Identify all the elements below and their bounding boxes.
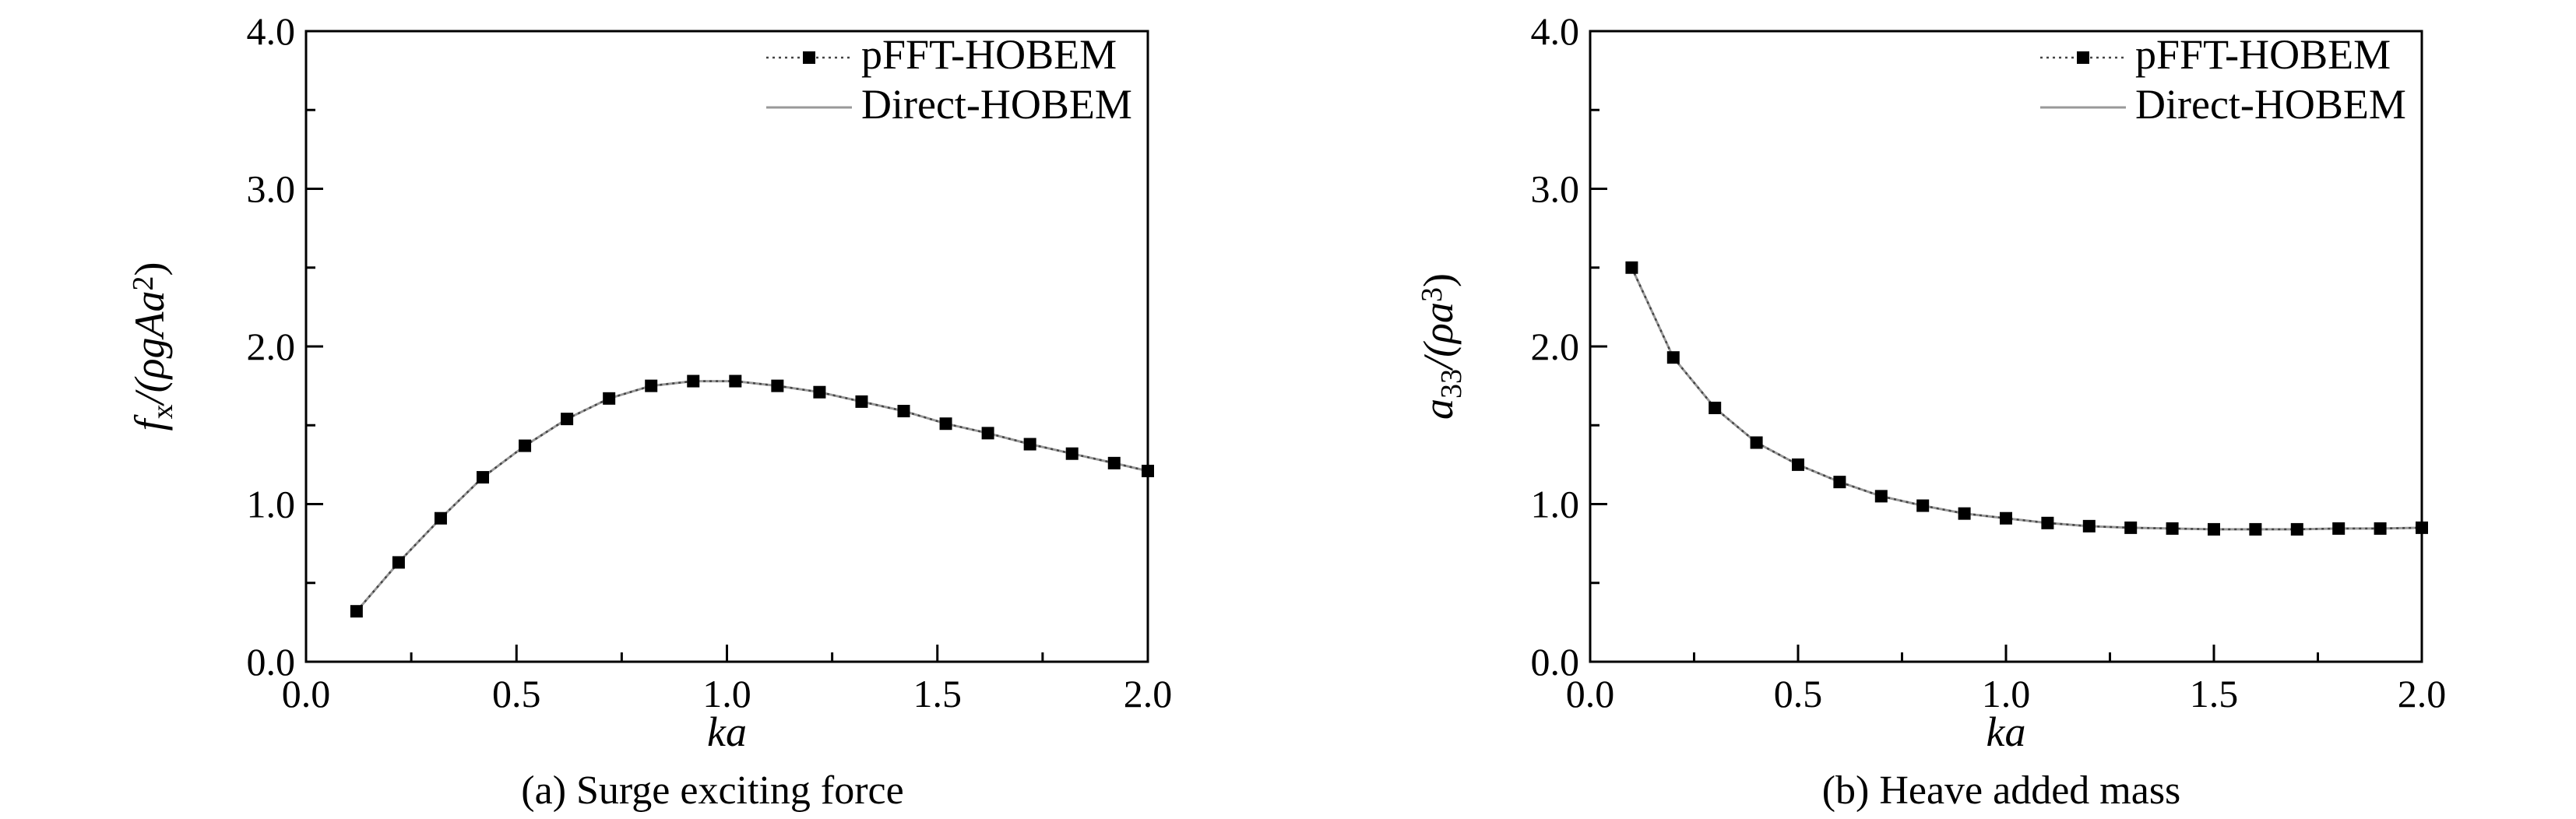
series-line-pfft-hobem xyxy=(355,380,1149,613)
data-point-pfft-hobem xyxy=(2208,522,2220,536)
y-axis-label-part: ) xyxy=(1415,273,1462,287)
panel-heave-added-mass: 0.0 0.5 1.0 1.5 2.0 0.0 1.0 2.0 3.0 4.0 ka a33/(ρa3… xyxy=(1415,9,2446,813)
x-axis-label: ka xyxy=(1987,708,2026,755)
legend-label-pfft-hobem: pFFT-HOBEM xyxy=(861,31,1117,78)
panel-caption: (b) Heave added mass xyxy=(1822,768,2181,813)
y-axis-label: fx/(ρgAa2) xyxy=(126,262,179,431)
y-axis-label-part: x xyxy=(146,404,179,419)
data-point-pfft-hobem xyxy=(1958,507,1971,520)
data-point-pfft-hobem xyxy=(981,427,994,440)
x-tick-label: 1.5 xyxy=(913,672,962,715)
data-point-pfft-hobem xyxy=(1065,447,1079,460)
data-point-pfft-hobem xyxy=(477,471,490,484)
legend-label-direct-hobem: Direct-HOBEM xyxy=(2135,81,2406,128)
data-point-pfft-hobem xyxy=(813,385,826,399)
x-tick-label: 2.0 xyxy=(1124,672,1173,715)
data-point-pfft-hobem xyxy=(1142,464,1154,477)
data-point-pfft-hobem xyxy=(855,395,868,408)
legend-marker-pfft-hobem xyxy=(2077,51,2089,64)
data-point-pfft-hobem xyxy=(1709,401,1722,414)
data-point-pfft-hobem xyxy=(2249,522,2262,536)
data-point-pfft-hobem xyxy=(561,413,574,426)
data-point-pfft-hobem xyxy=(1874,490,1888,503)
x-tick-label: 1.0 xyxy=(1982,672,2031,715)
x-tick-label: 1.5 xyxy=(2190,672,2239,715)
data-point-pfft-hobem xyxy=(2124,521,2138,534)
x-tick-label: 2.0 xyxy=(2398,672,2447,715)
y-tick-label: 0.0 xyxy=(247,640,296,684)
y-axis-label: a33/(ρa3) xyxy=(1415,273,1468,420)
x-axis-label: ka xyxy=(707,708,747,755)
data-point-pfft-hobem xyxy=(1023,438,1036,451)
data-point-pfft-hobem xyxy=(2041,516,2054,529)
data-point-pfft-hobem xyxy=(2332,522,2345,535)
x-tick-label: 0.0 xyxy=(282,672,331,715)
y-tick-label: 4.0 xyxy=(1531,9,1580,53)
y-tick-label: 3.0 xyxy=(1531,167,1580,211)
data-point-pfft-hobem xyxy=(1833,476,1846,489)
data-point-pfft-hobem xyxy=(1750,436,1763,449)
y-axis-label-part: /(ρgAa xyxy=(126,291,173,407)
data-point-pfft-hobem xyxy=(2082,519,2096,533)
data-point-pfft-hobem xyxy=(2000,511,2012,525)
y-tick-label: 0.0 xyxy=(1531,640,1580,684)
x-tick-label: 1.0 xyxy=(702,672,751,715)
y-tick-label: 2.0 xyxy=(247,325,296,368)
data-point-pfft-hobem xyxy=(2416,521,2428,534)
series-line-pfft-hobem xyxy=(1631,267,2423,531)
y-axis-label-part: 2 xyxy=(127,276,160,291)
data-point-pfft-hobem xyxy=(1792,458,1804,471)
y-tick-label: 4.0 xyxy=(247,9,296,53)
legend-marker-pfft-hobem xyxy=(803,51,815,64)
data-point-pfft-hobem xyxy=(2166,522,2179,535)
data-point-pfft-hobem xyxy=(1625,261,1638,274)
y-tick-label: 1.0 xyxy=(247,483,296,526)
data-point-pfft-hobem xyxy=(1107,456,1121,469)
y-tick-label: 2.0 xyxy=(1531,325,1580,368)
y-axis-label-part: 3 xyxy=(1416,287,1448,302)
y-axis-label-part: 33 xyxy=(1435,369,1468,399)
x-tick-label: 0.0 xyxy=(1566,672,1615,715)
data-point-pfft-hobem xyxy=(729,374,742,388)
data-point-pfft-hobem xyxy=(1916,499,1930,512)
legend-label-direct-hobem: Direct-HOBEM xyxy=(861,81,1132,128)
y-axis-label-part: ) xyxy=(126,262,173,276)
x-tick-label: 0.5 xyxy=(492,672,541,715)
data-point-pfft-hobem xyxy=(350,605,363,618)
data-point-pfft-hobem xyxy=(392,556,405,569)
x-tick-label: 0.5 xyxy=(1774,672,1823,715)
data-point-pfft-hobem xyxy=(771,379,784,392)
data-point-pfft-hobem xyxy=(2374,522,2387,535)
y-tick-label: 3.0 xyxy=(247,167,296,211)
y-tick-label: 1.0 xyxy=(1531,483,1580,526)
data-point-pfft-hobem xyxy=(939,417,952,431)
legend-label-pfft-hobem: pFFT-HOBEM xyxy=(2135,31,2391,78)
data-point-pfft-hobem xyxy=(2290,522,2303,536)
y-axis-label-part: /(ρa xyxy=(1415,302,1462,371)
data-point-pfft-hobem xyxy=(603,392,616,405)
data-point-pfft-hobem xyxy=(897,405,910,418)
panel-surge-exciting-force: 0.0 0.5 1.0 1.5 2.0 0.0 1.0 2.0 3.0 4.0 ka fx/(ρgAa… xyxy=(126,9,1172,813)
data-point-pfft-hobem xyxy=(645,379,658,392)
series-line-direct-hobem xyxy=(355,380,1149,613)
panel-caption: (a) Surge exciting force xyxy=(521,768,903,813)
data-point-pfft-hobem xyxy=(434,511,447,525)
data-point-pfft-hobem xyxy=(519,439,532,452)
data-point-pfft-hobem xyxy=(687,374,700,388)
data-point-pfft-hobem xyxy=(1666,351,1680,364)
y-axis-label-part: a xyxy=(1415,399,1462,420)
series-line-direct-hobem xyxy=(1631,267,2423,531)
